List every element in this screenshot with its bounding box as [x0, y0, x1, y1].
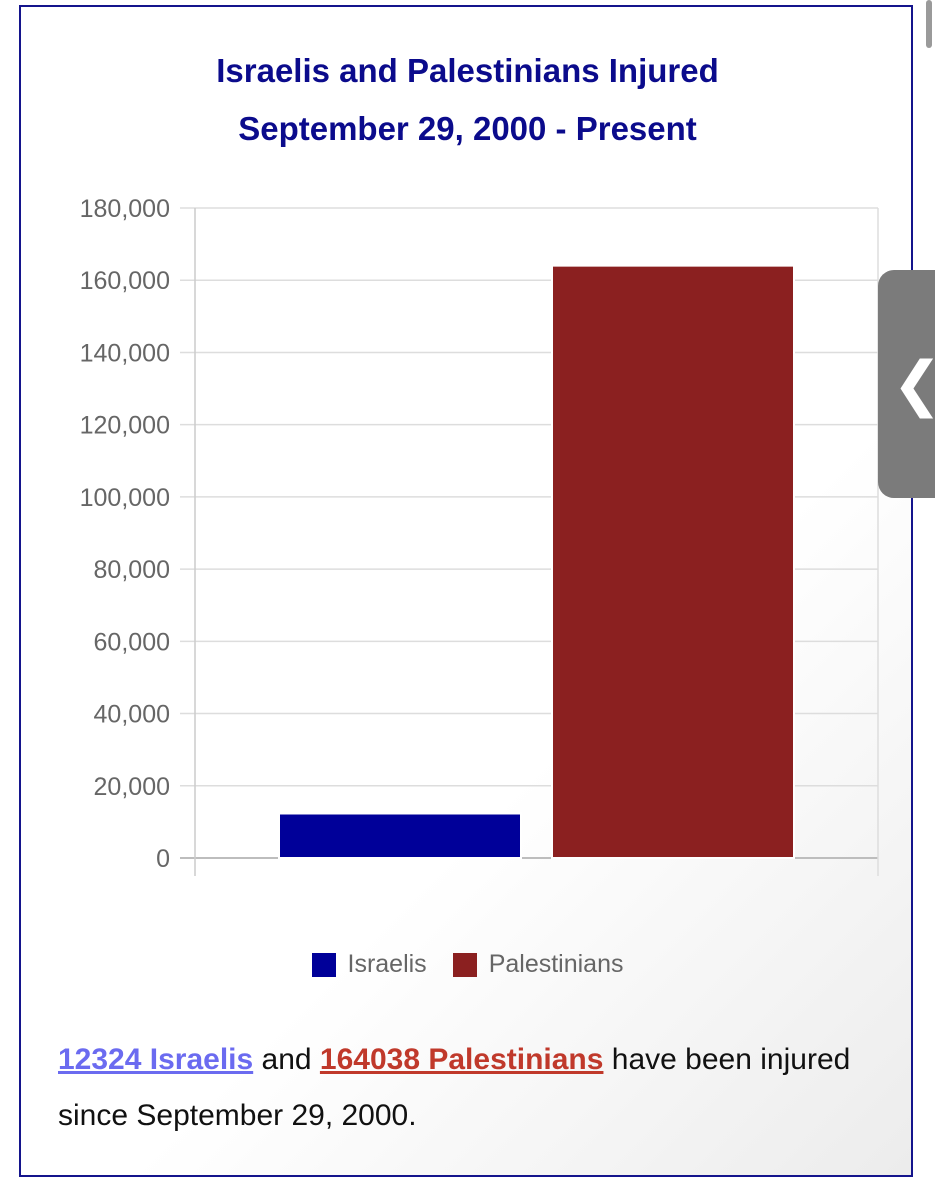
caption-and-text: and: [253, 1043, 320, 1076]
y-tick-label: 60,000: [94, 628, 170, 656]
chart-subtitle: September 29, 2000 - Present: [238, 110, 697, 147]
legend-item-israelis[interactable]: Israelis: [311, 950, 427, 979]
y-tick-label: 120,000: [80, 412, 170, 440]
y-tick-label: 180,000: [80, 195, 170, 223]
side-panel-toggle[interactable]: ❮: [878, 270, 935, 498]
scrollbar-thumb[interactable]: [926, 0, 932, 48]
y-tick-label: 20,000: [94, 773, 170, 801]
summary-text: 12324 Israelis and 164038 Palestinians h…: [58, 1032, 858, 1144]
bar-chart: 0 20,000 40,000 60,000 80,000 100,000 120,000 1…: [80, 195, 879, 876]
chart-legend: Israelis Palestinians: [0, 950, 935, 979]
legend-swatch-israelis: [311, 952, 336, 977]
caption-rest-text: have been injured since September 29, 20…: [58, 1043, 851, 1132]
y-tick-label: 0: [156, 845, 170, 873]
y-tick-label: 140,000: [80, 339, 170, 367]
bar-palestinians: [551, 264, 795, 859]
palestinians-link[interactable]: 164038 Palestinians: [319, 1043, 604, 1076]
legend-label-israelis: Israelis: [347, 950, 427, 978]
chart-title: Israelis and Palestinians Injured: [216, 52, 719, 89]
israelis-link[interactable]: 12324 Israelis: [58, 1043, 254, 1076]
legend-swatch-palestinians: [452, 952, 477, 977]
y-tick-label: 100,000: [80, 484, 170, 512]
bar-israelis: [278, 812, 522, 859]
y-tick-label: 80,000: [94, 556, 170, 584]
chevron-left-icon: ❮: [892, 349, 935, 419]
y-tick-label: 40,000: [94, 701, 170, 729]
legend-label-palestinians: Palestinians: [488, 950, 624, 978]
legend-item-palestinians[interactable]: Palestinians: [452, 950, 624, 979]
y-tick-label: 160,000: [80, 267, 170, 295]
